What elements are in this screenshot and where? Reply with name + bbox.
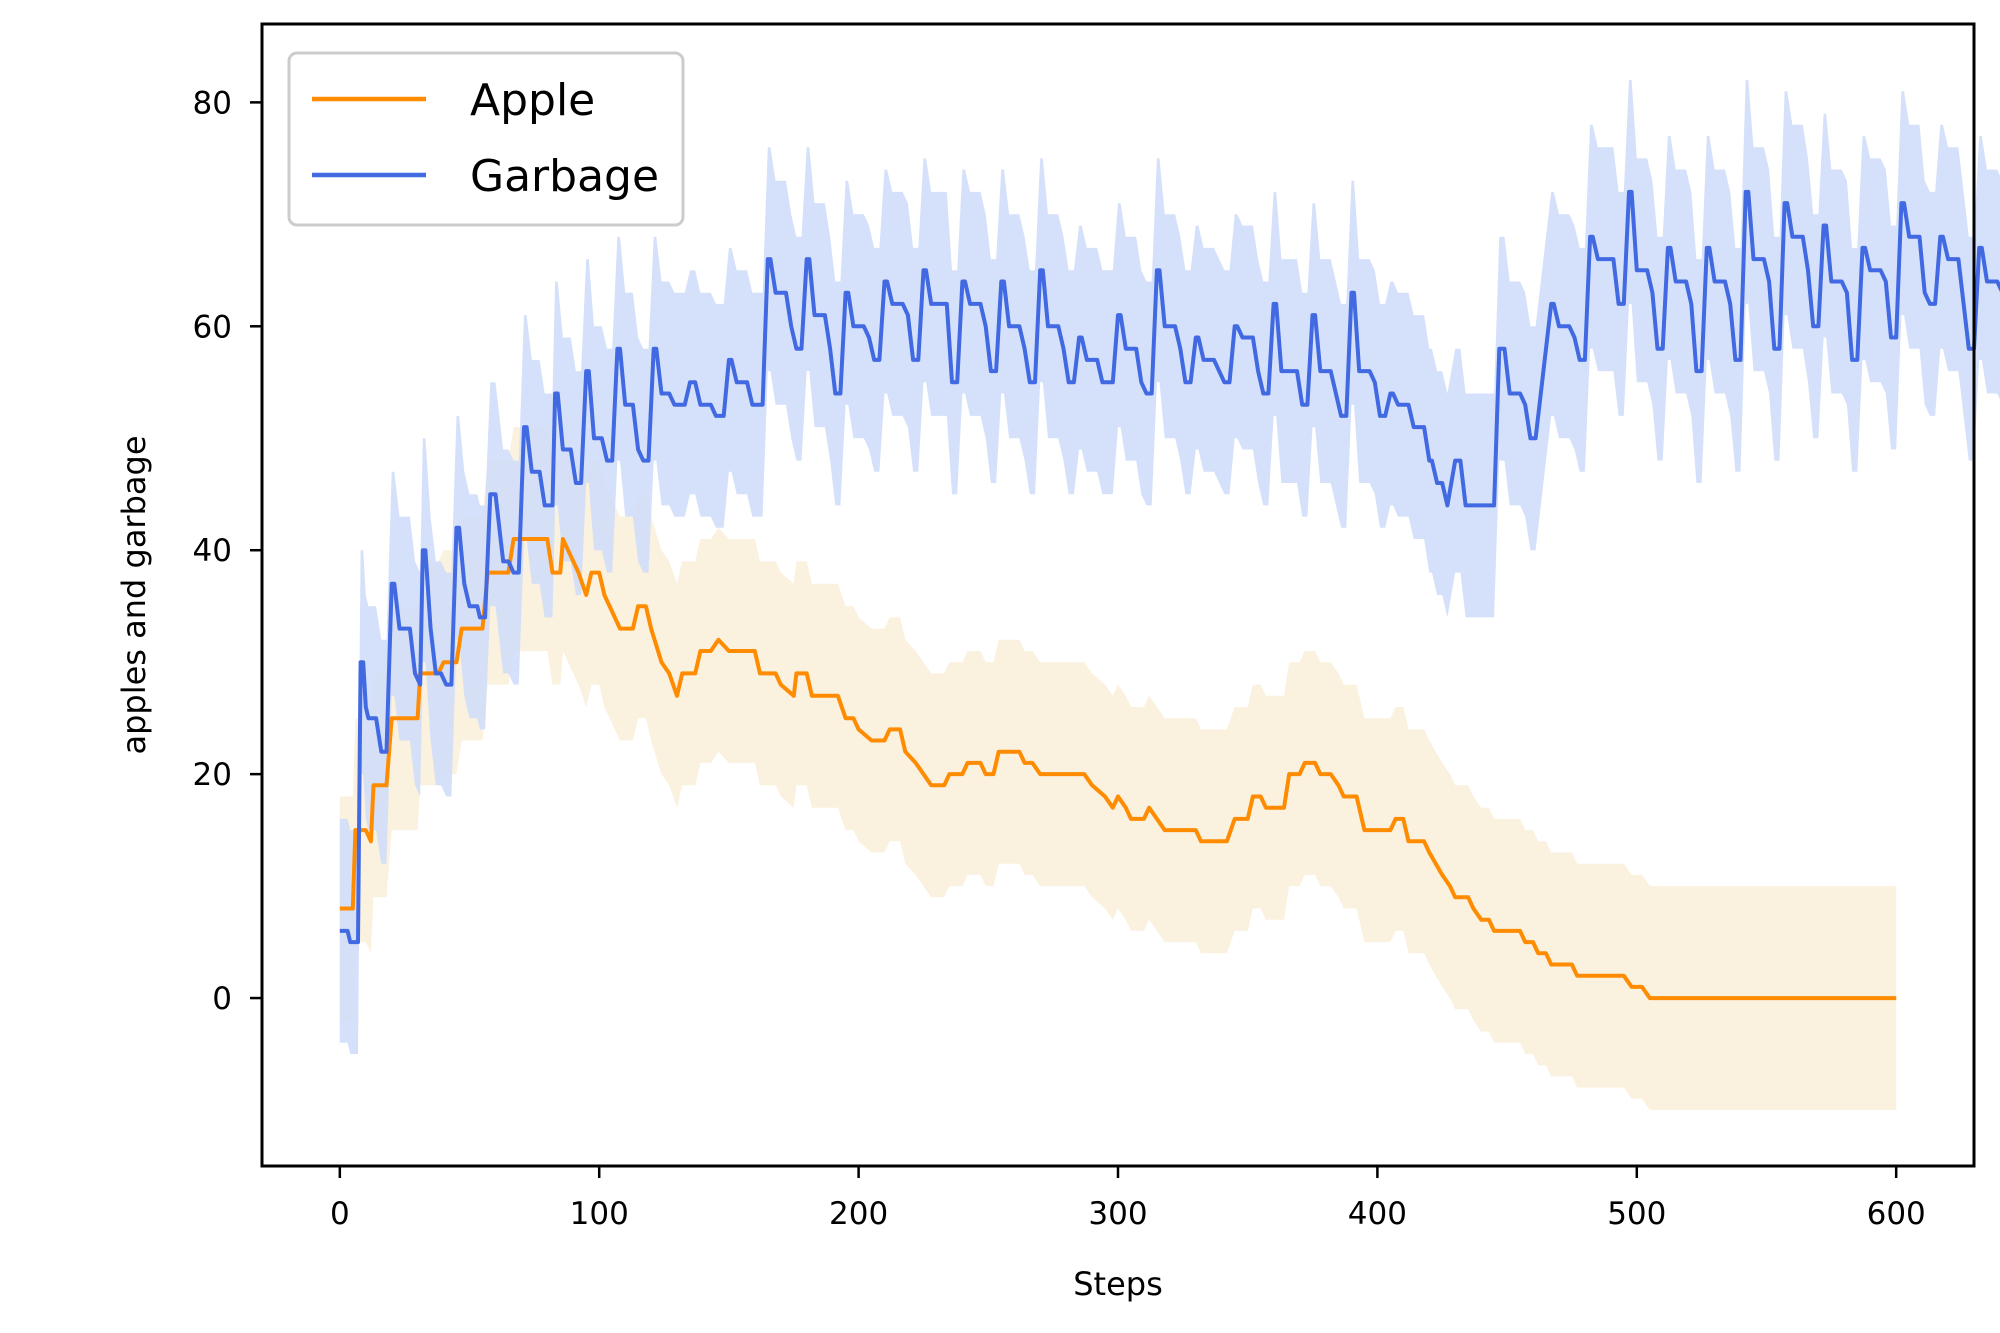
line-garbage [339,189,2000,945]
x-tick-label: 400 [1348,1196,1407,1232]
x-tick-label: 500 [1607,1196,1666,1232]
legend-label-garbage: Garbage [470,151,659,202]
y-tick-label: 60 [193,309,232,345]
x-tick-label: 300 [1088,1196,1147,1232]
x-tick-label: 200 [829,1196,888,1232]
series-lines [339,189,2000,1001]
x-tick-label: 600 [1867,1196,1926,1232]
line-apple [339,537,1897,1001]
band-apple [339,427,1897,1111]
x-tick-label: 100 [570,1196,629,1232]
y-axis-label: apples and garbage [115,435,153,754]
y-tick-label: 40 [193,533,232,569]
y-tick-label: 80 [193,85,232,121]
x-tick-label: 0 [330,1196,350,1232]
x-axis-label: Steps [1073,1265,1163,1303]
y-axis: 0 20 40 60 80 [193,85,262,1017]
legend: Apple Garbage [287,51,685,227]
y-tick-label: 0 [212,981,232,1017]
legend-label-apple: Apple [470,75,595,126]
x-axis: 0 100 200 300 400 500 600 [330,1166,1926,1232]
legend-box [287,51,685,227]
y-tick-label: 20 [193,757,232,793]
